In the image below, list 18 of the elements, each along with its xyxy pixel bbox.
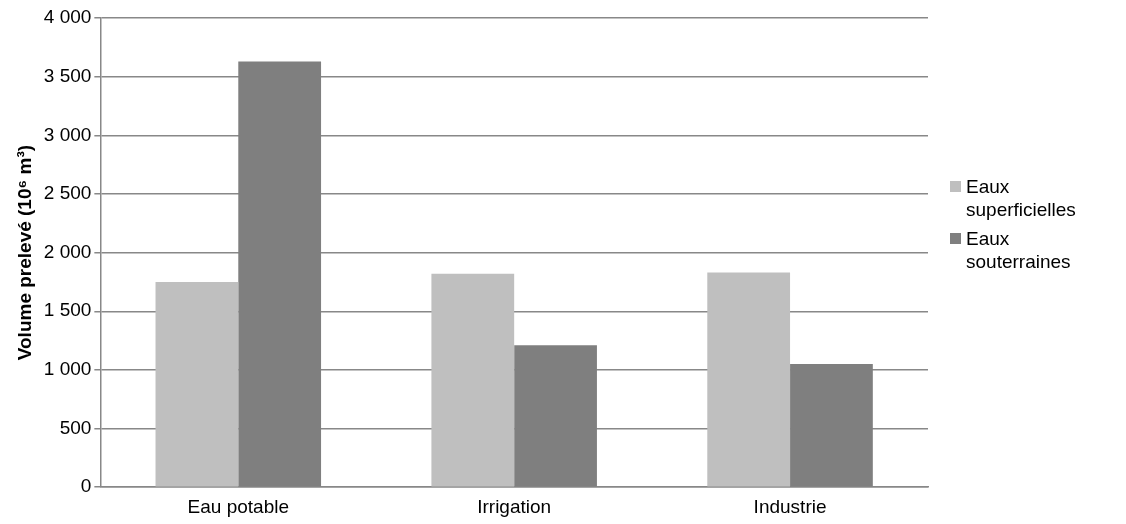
y-tick-label: 3 500 (43, 64, 92, 86)
y-tick-label: 4 000 (43, 6, 92, 28)
y-axis-title: Volume prelevé (10⁶ m³) (13, 144, 35, 361)
y-tick-label: 500 (59, 416, 92, 438)
x-tick-label: Irrigation (477, 495, 552, 517)
legend-label: Eaux souterraines (966, 227, 1072, 273)
bar (707, 272, 791, 487)
bar (431, 273, 515, 487)
y-tick-label: 2 500 (43, 182, 92, 204)
y-tick-label: 3 000 (43, 123, 92, 145)
y-tick-label: 2 000 (43, 240, 92, 262)
x-tick-label: Industrie (753, 495, 827, 517)
y-tick-label: 1 500 (43, 299, 92, 321)
x-tick-label: Eau potable (187, 495, 289, 517)
y-tick-label: 1 000 (43, 358, 92, 380)
bar (155, 281, 239, 487)
y-tick-label: 0 (80, 475, 92, 497)
legend-label: Eaux superficielles (966, 175, 1077, 221)
